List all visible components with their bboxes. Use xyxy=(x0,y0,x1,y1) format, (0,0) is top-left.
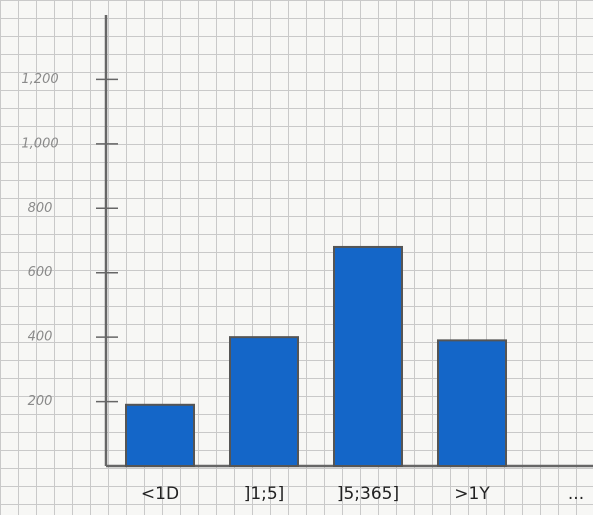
y-tick-label: 600 xyxy=(28,265,53,280)
bar xyxy=(125,403,195,467)
x-tick-label: >1Y xyxy=(454,484,490,504)
bar xyxy=(229,336,299,467)
bar xyxy=(437,339,507,467)
x-tick-label: ]5;365] xyxy=(337,484,399,504)
x-tick-label: ... xyxy=(568,484,584,504)
bar xyxy=(333,245,403,467)
x-tick-label: <1D xyxy=(141,484,179,504)
y-tick-label: 400 xyxy=(28,330,53,345)
y-tick-label: 800 xyxy=(28,201,53,216)
y-tick-label: 200 xyxy=(28,394,53,409)
x-tick-label: ]1;5] xyxy=(244,484,285,504)
y-tick-label: 1,000 xyxy=(21,136,58,151)
y-tick-label: 1,200 xyxy=(21,72,58,87)
